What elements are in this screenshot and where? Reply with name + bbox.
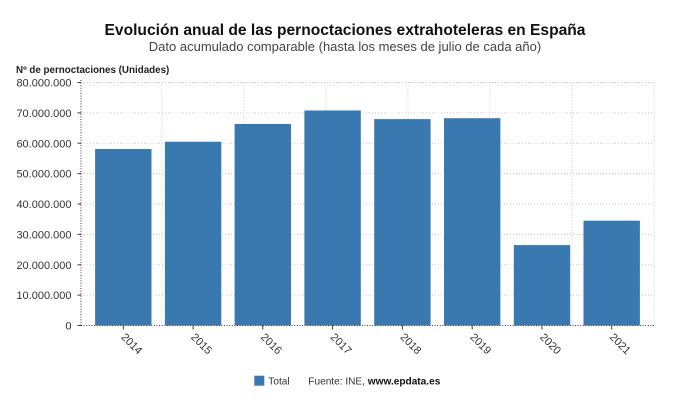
svg-text:Total: Total bbox=[268, 376, 289, 387]
svg-text:50.000.000: 50.000.000 bbox=[16, 169, 71, 181]
svg-text:30.000.000: 30.000.000 bbox=[16, 229, 71, 241]
svg-text:Dato acumulado comparable (has: Dato acumulado comparable (hasta los mes… bbox=[149, 39, 541, 54]
svg-text:70.000.000: 70.000.000 bbox=[16, 108, 71, 120]
svg-text:60.000.000: 60.000.000 bbox=[16, 138, 71, 150]
svg-text:40.000.000: 40.000.000 bbox=[16, 199, 71, 211]
svg-text:0: 0 bbox=[65, 321, 71, 333]
svg-text:Evolución anual de las pernoct: Evolución anual de las pernoctaciones ex… bbox=[105, 22, 586, 39]
svg-text:20.000.000: 20.000.000 bbox=[16, 260, 71, 272]
svg-text:Nº de pernoctaciones (Unidades: Nº de pernoctaciones (Unidades) bbox=[16, 65, 169, 76]
svg-text:10.000.000: 10.000.000 bbox=[16, 290, 71, 302]
svg-text:Fuente: INE, www.epdata.es: Fuente: INE, www.epdata.es bbox=[308, 376, 440, 387]
svg-text:80.000.000: 80.000.000 bbox=[16, 78, 71, 90]
